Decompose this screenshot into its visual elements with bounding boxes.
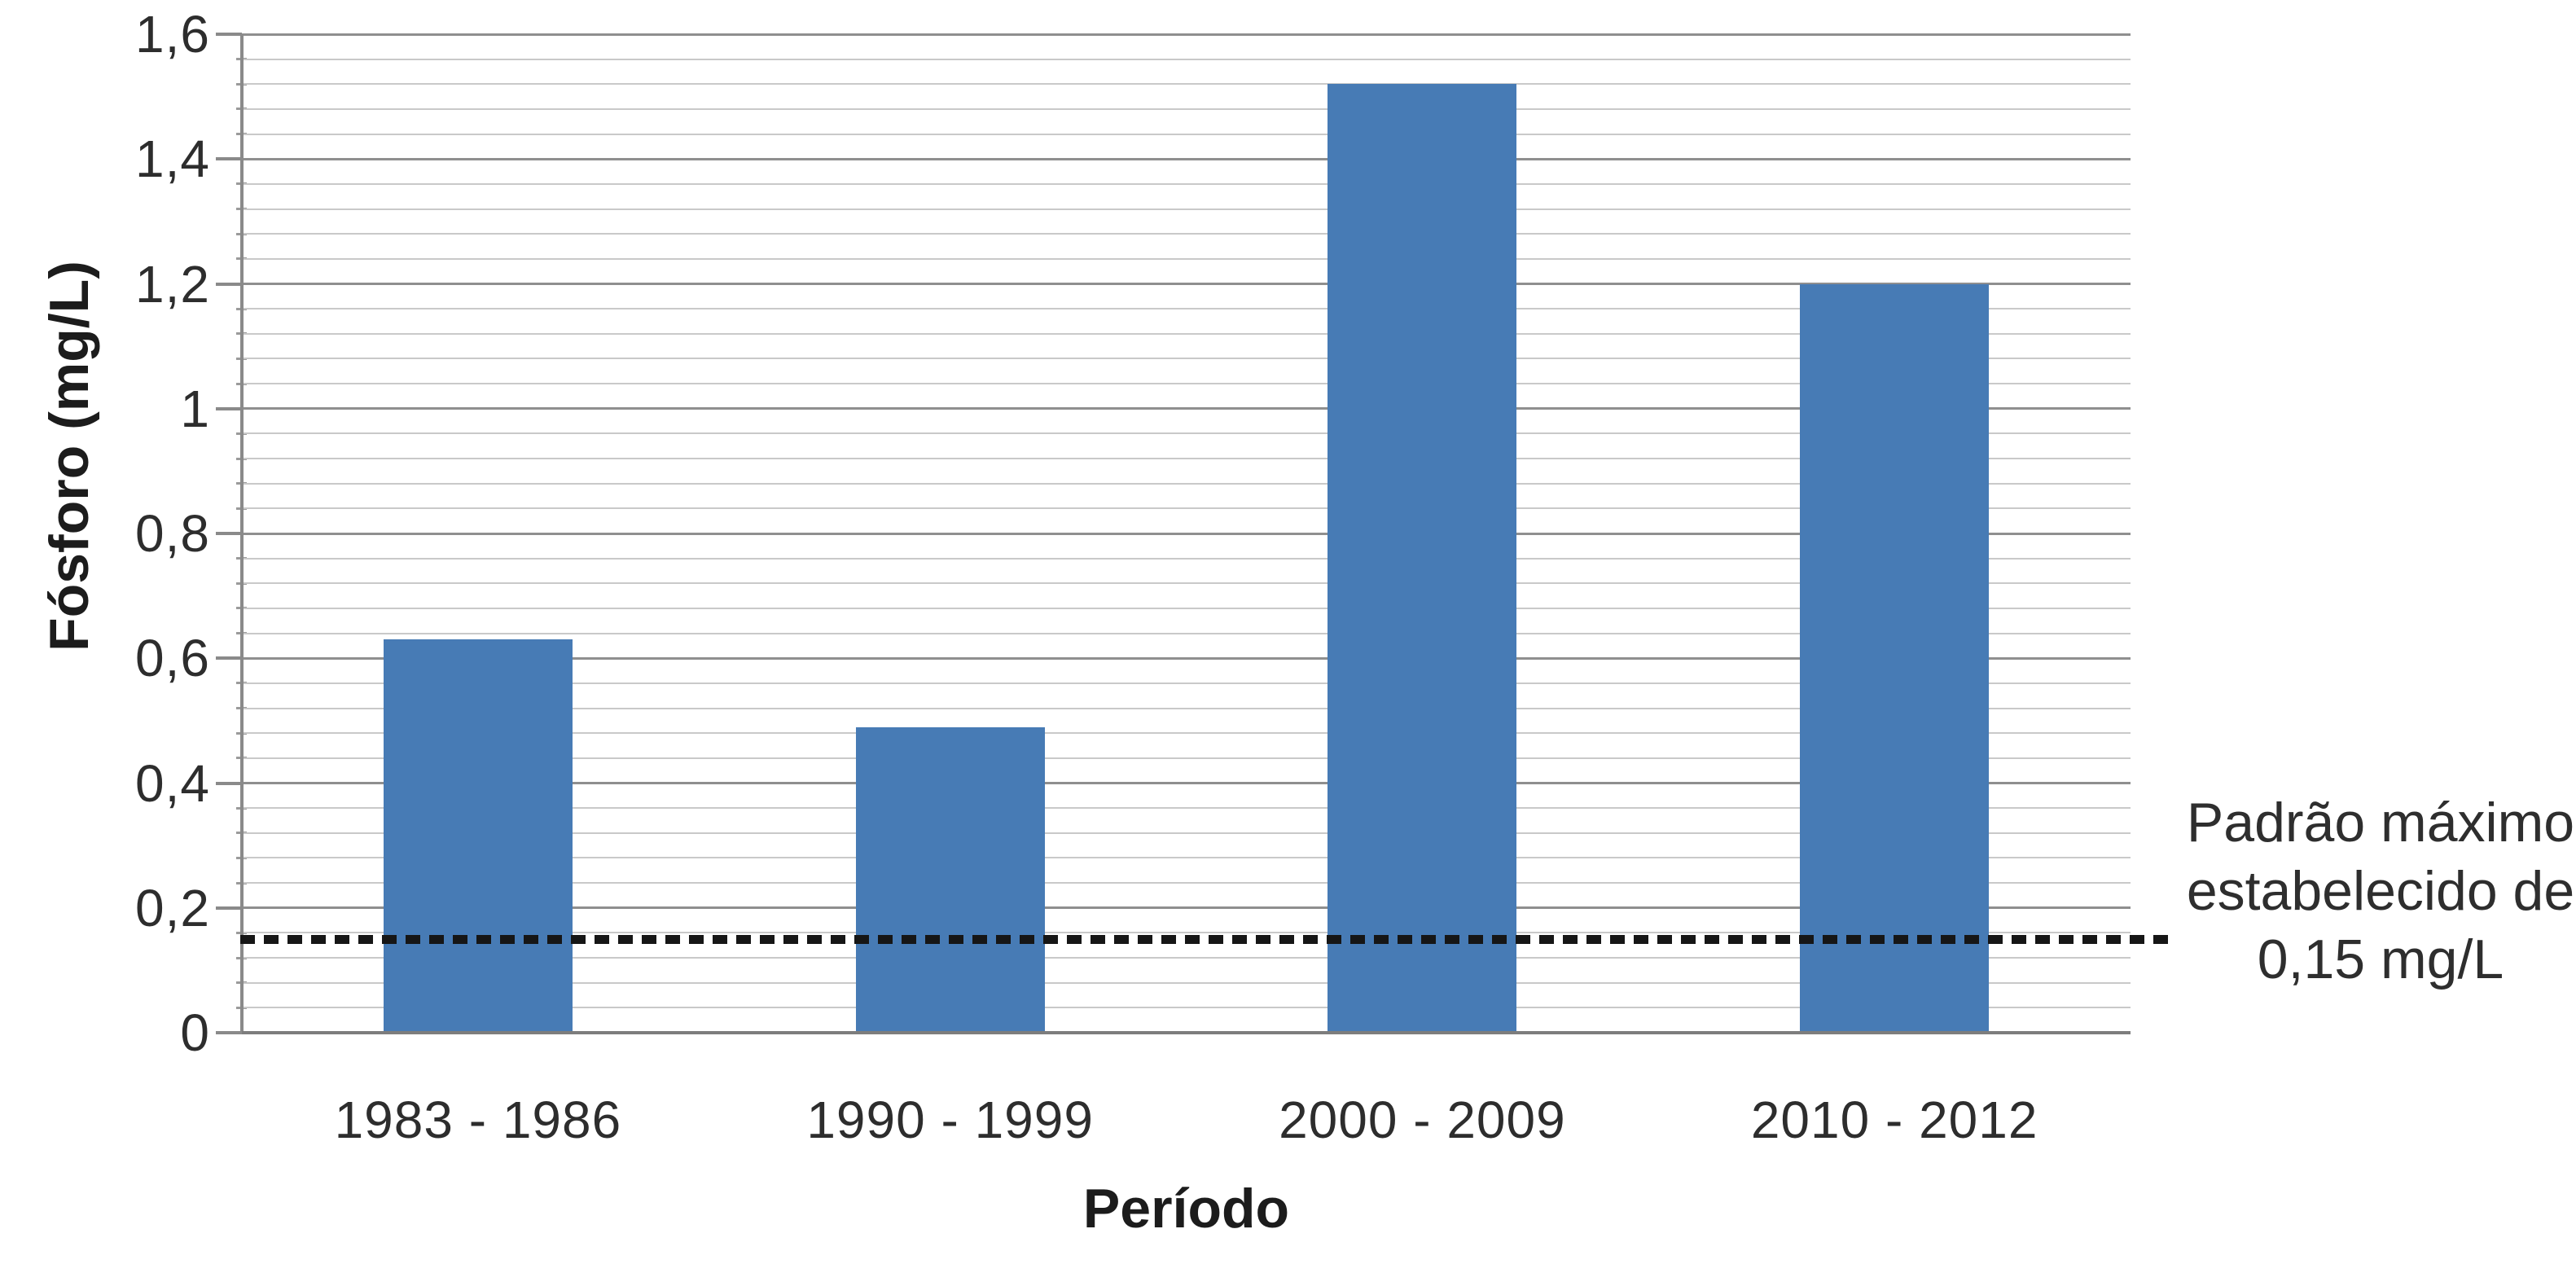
plot-area <box>240 33 2131 1034</box>
minor-gridline <box>242 257 2131 260</box>
minor-gridline <box>242 482 2131 485</box>
y-tick-label: 1,2 <box>135 254 210 314</box>
minor-gridline <box>242 432 2131 435</box>
minor-gridline <box>242 83 2131 86</box>
y-tick-mark <box>216 33 242 36</box>
x-category-label: 1983 - 1986 <box>334 1091 622 1149</box>
y-tick-label: 1,4 <box>135 129 210 189</box>
y-tick-mark <box>216 157 242 161</box>
y-tick-label: 0,6 <box>135 629 210 688</box>
major-gridline <box>242 407 2131 410</box>
minor-gridline <box>242 308 2131 310</box>
minor-gridline <box>242 607 2131 609</box>
minor-gridline <box>242 981 2131 984</box>
minor-gridline <box>242 1007 2131 1009</box>
x-axis-line <box>242 1031 2131 1034</box>
y-axis-title: Fósforo (mg/L) <box>38 261 100 652</box>
minor-gridline <box>242 507 2131 510</box>
minor-gridline <box>242 957 2131 959</box>
major-gridline <box>242 33 2131 36</box>
bar <box>1327 84 1517 1033</box>
minor-gridline <box>242 582 2131 585</box>
minor-gridline <box>242 707 2131 709</box>
minor-gridline <box>242 632 2131 634</box>
minor-gridline <box>242 332 2131 335</box>
major-gridline <box>242 532 2131 535</box>
x-axis-title: Período <box>1082 1178 1290 1240</box>
minor-gridline <box>242 857 2131 859</box>
y-tick-label: 0 <box>180 1003 210 1062</box>
major-gridline <box>242 906 2131 910</box>
minor-gridline <box>242 383 2131 385</box>
y-tick-label: 0,8 <box>135 504 210 563</box>
minor-gridline <box>242 757 2131 759</box>
minor-gridline <box>242 807 2131 810</box>
y-tick-mark <box>216 282 242 286</box>
major-gridline <box>242 157 2131 160</box>
bar <box>383 639 573 1033</box>
x-category-label: 2000 - 2009 <box>1279 1091 1566 1149</box>
major-gridline <box>242 656 2131 660</box>
major-gridline <box>242 283 2131 285</box>
minor-gridline <box>242 882 2131 884</box>
minor-gridline <box>242 133 2131 135</box>
minor-gridline <box>242 682 2131 684</box>
y-tick-mark <box>216 1031 242 1034</box>
y-tick-mark <box>216 656 242 661</box>
y-tick-label: 0,2 <box>135 878 210 937</box>
minor-gridline <box>242 458 2131 460</box>
threshold-annotation-line-2: estabelecido de <box>2186 860 2575 922</box>
y-tick-label: 0,4 <box>135 753 210 813</box>
y-tick-mark <box>216 532 242 535</box>
x-category-label: 1990 - 1999 <box>806 1091 1094 1149</box>
minor-gridline <box>242 832 2131 834</box>
y-tick-mark <box>216 906 242 910</box>
threshold-dashed-line <box>240 935 2177 945</box>
x-axis: 1983 - 1986 1990 - 1999 2000 - 2009 2010 - … <box>242 1087 2131 1152</box>
minor-gridline <box>242 108 2131 110</box>
y-axis-line <box>240 34 244 1034</box>
minor-gridline <box>242 233 2131 235</box>
minor-gridline <box>242 557 2131 560</box>
y-tick-label: 1 <box>180 379 210 438</box>
minor-gridline <box>242 932 2131 934</box>
minor-gridline <box>242 182 2131 185</box>
major-gridline <box>242 782 2131 784</box>
y-tick-mark <box>216 406 242 410</box>
x-category-label: 2010 - 2012 <box>1750 1091 2038 1149</box>
threshold-annotation: Padrão máximo estabelecido de 0,15 mg/L <box>2150 788 2576 994</box>
minor-gridline <box>242 732 2131 735</box>
y-tick-label: 1,6 <box>135 5 210 64</box>
threshold-annotation-line-1: Padrão máximo <box>2186 792 2575 854</box>
minor-gridline <box>242 208 2131 210</box>
threshold-annotation-line-3: 0,15 mg/L <box>2257 928 2504 990</box>
minor-gridline <box>242 58 2131 60</box>
bar <box>1800 283 1990 1033</box>
minor-gridline <box>242 358 2131 360</box>
y-tick-mark <box>216 781 242 785</box>
bar <box>855 726 1045 1033</box>
